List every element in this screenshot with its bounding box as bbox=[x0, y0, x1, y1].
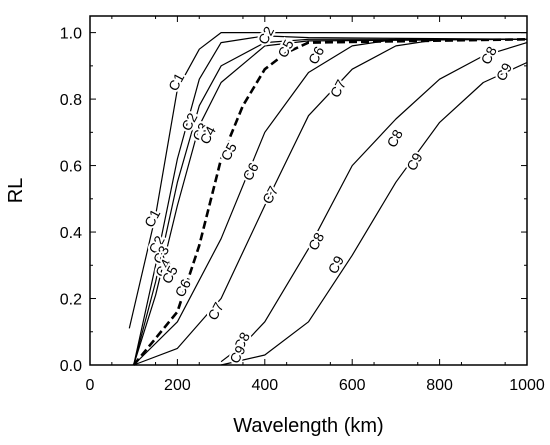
curves-layer bbox=[128, 32, 528, 366]
y-tick-label: 0.2 bbox=[60, 292, 82, 309]
y-tick-label: 0.6 bbox=[60, 159, 82, 176]
series-line-c4 bbox=[133, 38, 528, 366]
curve-label-c7: C7 bbox=[204, 299, 227, 323]
series-line-c9 bbox=[220, 61, 528, 366]
x-tick-label: 0 bbox=[86, 377, 95, 394]
y-axis-label: RL bbox=[5, 178, 27, 204]
curve-label-c1: C1 bbox=[165, 70, 188, 94]
x-axis-label: Wavelength (km) bbox=[233, 415, 383, 437]
y-tick-label: 1.0 bbox=[60, 26, 82, 43]
curve-label-c9: C9 bbox=[324, 253, 347, 277]
curve-label-c7: C7 bbox=[259, 183, 282, 207]
curve-label-c9: C9 bbox=[403, 150, 426, 174]
x-tick-label: 1000 bbox=[509, 377, 545, 394]
x-tick-label: 600 bbox=[339, 377, 366, 394]
curve-label-c7: C7 bbox=[327, 77, 350, 101]
x-tick-label: 400 bbox=[251, 377, 278, 394]
curve-label-c9: C9 bbox=[493, 60, 516, 84]
x-tick-label: 200 bbox=[164, 377, 191, 394]
y-tick-label: 0.0 bbox=[60, 358, 82, 375]
series-line-c2 bbox=[133, 35, 528, 366]
axis-ticks: 0 200 400 600 800 1000 0.0 0.2 0.4 0.6 0.8 1.0 bbox=[60, 16, 545, 394]
curve-label-c8: C8 bbox=[383, 127, 406, 151]
curve-labels-layer: C1C1C2C2C2C3C3C4C4C5C5C5C6C6C6C7C7C7C8C8… bbox=[139, 21, 517, 368]
series-line-c8 bbox=[220, 42, 528, 363]
curve-label-c5: C5 bbox=[217, 140, 240, 164]
series-line-c7 bbox=[133, 38, 527, 366]
series-line-c3 bbox=[133, 38, 527, 366]
x-tick-label: 800 bbox=[426, 377, 453, 394]
y-tick-label: 0.8 bbox=[60, 92, 82, 109]
series-line-c1 bbox=[128, 32, 527, 329]
plot-frame bbox=[89, 15, 528, 366]
curve-label-c1: C1 bbox=[141, 206, 164, 230]
y-tick-label: 0.4 bbox=[60, 225, 82, 242]
curve-label-c6: C6 bbox=[239, 160, 262, 184]
curve-label-c2: C2 bbox=[255, 23, 278, 47]
curve-label-c8: C8 bbox=[477, 43, 500, 67]
series-line-c6 bbox=[133, 38, 527, 366]
